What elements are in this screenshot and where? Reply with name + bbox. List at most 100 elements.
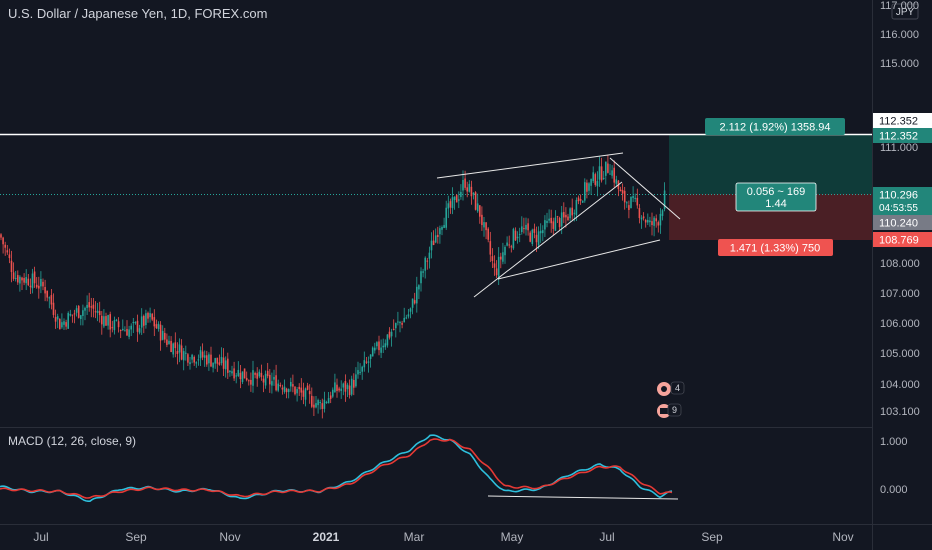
candle-body: [111, 327, 114, 329]
candle-body: [426, 260, 429, 262]
candle-body: [430, 240, 433, 251]
candle-body: [10, 260, 13, 273]
candle-body: [504, 246, 506, 256]
price-axis[interactable]: 117.000 116.000 115.000 111.000 108.000 …: [880, 0, 920, 496]
line-price-text: 112.352: [879, 116, 918, 128]
candle-body: [506, 242, 508, 246]
candle-body: [598, 166, 601, 180]
candle-body: [542, 230, 544, 234]
candle-body: [210, 354, 212, 367]
macd-tick: 1.000: [880, 436, 908, 448]
candle-body: [332, 389, 334, 397]
candle-body: [327, 398, 330, 404]
candle-body: [422, 271, 424, 273]
candle-body: [92, 304, 95, 309]
candle-body: [86, 304, 88, 308]
candle-body: [401, 322, 403, 325]
candle-body: [575, 200, 578, 215]
candle-body: [518, 233, 521, 235]
time-label: Mar: [404, 530, 425, 544]
currency-badge[interactable]: [891, 3, 919, 20]
candle-body: [395, 323, 397, 329]
candle-body: [258, 371, 261, 377]
candle-body: [556, 216, 559, 218]
candle-body: [468, 183, 471, 192]
candle-body: [489, 241, 492, 255]
stop-label: 1.471 (1.33%) 750: [730, 243, 821, 255]
candle-body: [115, 319, 118, 321]
stop-label-box[interactable]: [718, 239, 833, 256]
time-label-year: 2021: [313, 530, 340, 544]
candle-body: [523, 228, 525, 230]
time-label: Sep: [701, 530, 723, 544]
currency-badge-text: JPY: [896, 7, 915, 18]
candle-body: [605, 161, 607, 176]
candle-body: [145, 313, 147, 326]
candle-body: [445, 207, 447, 228]
candle-body: [212, 362, 214, 368]
candle-body: [143, 315, 145, 326]
price-tick: 107.000: [880, 288, 920, 300]
candle-body: [464, 178, 466, 188]
candle-body: [174, 342, 177, 349]
candle-body: [222, 357, 225, 369]
macd-title[interactable]: MACD (12, 26, close, 9): [8, 434, 136, 448]
candle-body: [544, 220, 546, 230]
candle-body: [560, 212, 563, 227]
candle-body: [218, 362, 221, 365]
candle-body: [161, 330, 164, 340]
candle-body: [113, 320, 116, 331]
candle-body: [451, 197, 454, 209]
candle-body: [334, 382, 336, 393]
trendline-lower-channel[interactable]: [497, 239, 661, 280]
time-label: Jul: [33, 530, 48, 544]
candle-body: [241, 371, 244, 383]
stop-price-marker: [873, 232, 932, 247]
candle-body: [48, 297, 51, 299]
candle-body: [424, 257, 426, 271]
symbol-title[interactable]: U.S. Dollar / Japanese Yen, 1D, FOREX.co…: [8, 6, 267, 21]
macd-support-line[interactable]: [487, 495, 679, 500]
candle-body: [546, 220, 548, 224]
candle-body: [470, 186, 473, 197]
center-label-box[interactable]: [735, 182, 817, 212]
dividends-marker[interactable]: 9: [657, 403, 682, 418]
candle-body: [12, 272, 15, 279]
candle-body: [168, 340, 170, 344]
candle-body: [434, 235, 437, 243]
candle-body: [602, 177, 605, 179]
candle-body: [365, 361, 368, 363]
candle-body: [384, 343, 387, 348]
candle-body: [119, 329, 122, 331]
stop-price-text: 108.769: [879, 235, 919, 247]
earnings-marker[interactable]: 4: [657, 381, 685, 396]
candle-body: [315, 403, 317, 408]
time-axis[interactable]: Jul Sep Nov 2021 Mar May Jul Sep Nov: [33, 530, 853, 544]
trendline-lower-rising[interactable]: [473, 181, 623, 298]
candle-body: [554, 217, 557, 231]
candle-body: [166, 339, 168, 345]
candle-body: [346, 384, 349, 390]
candle-body: [185, 352, 187, 354]
candle-body: [386, 334, 389, 346]
candle-body: [199, 350, 202, 359]
candle-body: [647, 219, 649, 223]
signal-line: [0, 438, 673, 499]
target-label-box[interactable]: [705, 118, 845, 135]
candle-body: [466, 187, 468, 192]
candle-body: [552, 221, 555, 229]
candle-body: [187, 354, 189, 363]
candle-body: [128, 329, 130, 337]
candle-body: [281, 387, 284, 390]
trendline-upper-channel[interactable]: [436, 152, 624, 179]
candle-body: [611, 170, 613, 176]
candle-body: [344, 380, 347, 392]
candle-body: [493, 263, 496, 268]
candle-body: [657, 222, 660, 226]
candle-body: [65, 322, 67, 327]
candle-body: [638, 208, 641, 219]
trendline-descending[interactable]: [609, 157, 681, 220]
